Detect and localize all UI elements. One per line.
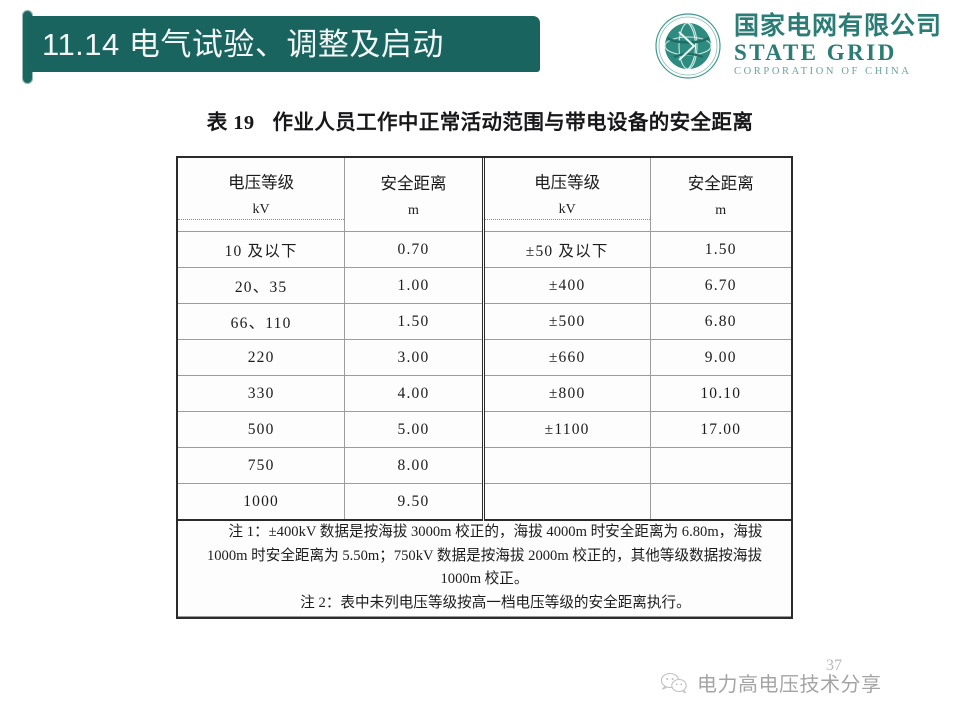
header-label: 安全距离 — [380, 174, 447, 193]
wechat-watermark: 电力高电压技术分享 — [660, 668, 882, 697]
header-unit: kV — [484, 202, 650, 220]
table-notes-cell: 注 1：±400kV 数据是按海拔 3000m 校正的，海拔 4000m 时安全… — [178, 518, 791, 617]
table-caption: 表 19 作业人员工作中正常活动范围与带电设备的安全距离 — [0, 105, 960, 135]
page-title: 11.14 电气试验、调整及启动 — [42, 26, 444, 62]
cell-ac-level: 330 — [178, 375, 346, 412]
cell-ac-level: 66、110 — [178, 303, 346, 340]
header-label: 电压等级 — [534, 173, 601, 192]
cell-dc-distance: 6.80 — [650, 303, 791, 340]
header-dc-voltage-level: 电压等级 kV — [481, 158, 651, 232]
cell-dc-level: ±500 — [481, 303, 651, 340]
table-row: 500 5.00 ±1100 17.00 — [178, 411, 791, 448]
slide-header: 11.14 电气试验、调整及启动 国家电网有限公司 STATE GRID COR… — [0, 0, 960, 96]
cell-ac-distance: 8.00 — [344, 447, 484, 484]
table-notes-row: 注 1：±400kV 数据是按海拔 3000m 校正的，海拔 4000m 时安全… — [178, 518, 791, 617]
table-header-row: 电压等级 kV 安全距离 m 电压等级 kV 安全距离 m — [178, 158, 791, 232]
safety-distance-table: 电压等级 kV 安全距离 m 电压等级 kV 安全距离 m 10 及以 — [178, 158, 791, 617]
table-row: 1000 9.50 — [178, 483, 791, 521]
table-caption-number: 表 19 — [206, 112, 255, 134]
table-row: 220 3.00 ±660 9.00 — [178, 339, 791, 376]
note-1-line-3: 1000m 校正。 — [440, 571, 529, 588]
header-label: 安全距离 — [687, 174, 754, 193]
slide-title-banner: 11.14 电气试验、调整及启动 — [28, 16, 540, 72]
cell-dc-level: ±50 及以下 — [481, 231, 651, 268]
table-row: 20、35 1.00 ±400 6.70 — [178, 267, 791, 304]
cell-dc-level — [481, 483, 651, 521]
cell-dc-level: ±400 — [481, 267, 651, 304]
cell-ac-distance: 4.00 — [344, 375, 484, 412]
cell-dc-distance: 6.70 — [650, 267, 791, 304]
cell-ac-distance: 5.00 — [344, 411, 484, 448]
table-body: 10 及以下 0.70 ±50 及以下 1.50 20、35 1.00 ±400… — [178, 231, 791, 617]
table-row: 66、110 1.50 ±500 6.80 — [178, 303, 791, 340]
cell-dc-distance — [650, 447, 791, 484]
state-grid-wordmark: 国家电网有限公司 STATE GRID CORPORATION OF CHINA — [734, 14, 942, 78]
cell-ac-distance: 1.00 — [344, 267, 484, 304]
logo-english-subtitle: CORPORATION OF CHINA — [733, 66, 912, 78]
header-unit: kV — [178, 202, 345, 220]
watermark-label: 电力高电压技术分享 — [697, 674, 882, 696]
cell-dc-level: ±660 — [481, 339, 651, 376]
cell-ac-distance: 3.00 — [344, 339, 484, 376]
page-number: 37 — [826, 657, 842, 674]
cell-dc-distance: 1.50 — [650, 231, 791, 268]
state-grid-logo: 国家电网有限公司 STATE GRID CORPORATION OF CHINA — [654, 12, 942, 80]
wechat-icon — [660, 671, 688, 695]
cell-dc-distance: 17.00 — [650, 411, 791, 448]
cell-dc-distance — [650, 483, 791, 521]
note-1-line-1: 注 1：±400kV 数据是按海拔 3000m 校正的，海拔 4000m 时安全… — [228, 524, 763, 540]
cell-dc-distance: 9.00 — [650, 339, 791, 376]
note-2: 注 2：表中未列电压等级按高一档电压等级的安全距离执行。 — [300, 594, 691, 611]
note-1-line-2: 1000m 时安全距离为 5.50m；750kV 数据是按海拔 2000m 校正… — [206, 547, 763, 564]
cell-ac-level: 750 — [178, 447, 346, 484]
header-unit: m — [408, 203, 419, 218]
cell-ac-level: 10 及以下 — [178, 231, 346, 268]
header-ac-safety-distance: 安全距离 m — [344, 158, 484, 232]
header-ac-voltage-level: 电压等级 kV — [178, 158, 346, 232]
table-caption-text: 作业人员工作中正常活动范围与带电设备的安全距离 — [272, 112, 754, 134]
cell-ac-distance: 0.70 — [344, 231, 484, 268]
cell-dc-level: ±1100 — [481, 411, 651, 448]
table-row: 330 4.00 ±800 10.10 — [178, 375, 791, 412]
logo-chinese-name: 国家电网有限公司 — [733, 12, 942, 41]
cell-ac-level: 500 — [178, 411, 346, 448]
state-grid-emblem-icon — [654, 12, 722, 80]
header-dc-safety-distance: 安全距离 m — [650, 158, 791, 232]
cell-dc-level: ±800 — [481, 375, 651, 412]
header-label: 电压等级 — [228, 173, 295, 192]
table-row: 10 及以下 0.70 ±50 及以下 1.50 — [178, 231, 791, 268]
cell-dc-distance: 10.10 — [650, 375, 791, 412]
cell-dc-level — [481, 447, 651, 484]
title-accent-bar — [22, 10, 33, 84]
header-unit: m — [715, 203, 727, 218]
cell-ac-level: 220 — [178, 339, 346, 376]
safety-distance-table-frame: 电压等级 kV 安全距离 m 电压等级 kV 安全距离 m 10 及以 — [176, 156, 793, 619]
table-row: 750 8.00 — [178, 447, 791, 484]
cell-ac-level: 20、35 — [178, 267, 346, 304]
cell-ac-distance: 1.50 — [344, 303, 484, 340]
cell-ac-level: 1000 — [178, 483, 346, 521]
cell-ac-distance: 9.50 — [344, 483, 484, 521]
logo-english-name: STATE GRID — [733, 40, 897, 66]
